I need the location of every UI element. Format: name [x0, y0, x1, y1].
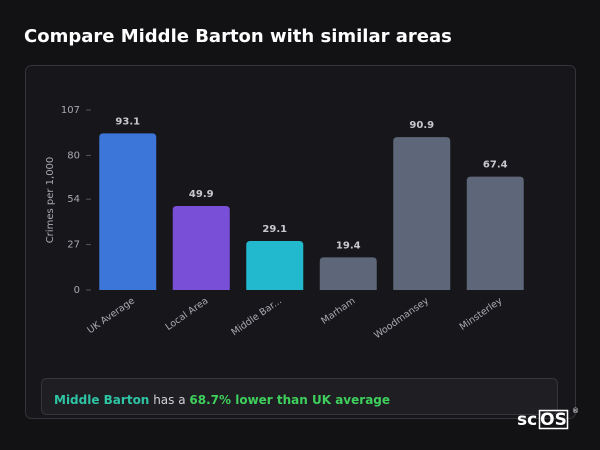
- summary-connector: has a: [153, 393, 185, 407]
- summary-area: Middle Barton: [54, 393, 149, 407]
- y-tick-label: 107: [61, 105, 80, 116]
- page-title: Compare Middle Barton with similar areas: [24, 26, 452, 47]
- value-label: 19.4: [336, 240, 361, 251]
- value-label: 93.1: [115, 116, 140, 127]
- value-label: 29.1: [262, 224, 287, 235]
- logo-boxed: OS: [540, 410, 567, 430]
- summary-box: [41, 378, 558, 415]
- logo-box: [538, 409, 569, 430]
- y-tick-label: 27: [67, 240, 80, 251]
- value-label: 49.9: [189, 189, 214, 200]
- bar: [172, 206, 230, 290]
- value-label: 67.4: [483, 160, 508, 171]
- y-tick-label: 80: [67, 150, 80, 161]
- bar: [319, 257, 377, 290]
- logo-mark: ®: [572, 407, 579, 415]
- bar: [466, 176, 524, 290]
- value-label: 90.9: [409, 120, 434, 131]
- y-tick-label: 54: [67, 194, 80, 205]
- bar: [99, 133, 157, 290]
- y-axis-title: Crimes per 1,000: [45, 157, 56, 244]
- y-tick-label: 0: [74, 285, 80, 296]
- summary-comparison: 68.7% lower than UK average: [189, 393, 390, 407]
- summary-text: Middle Barton has a 68.7% lower than UK …: [54, 393, 390, 407]
- logo-left: sc: [517, 410, 537, 430]
- bar: [393, 137, 451, 290]
- bar: [246, 241, 304, 290]
